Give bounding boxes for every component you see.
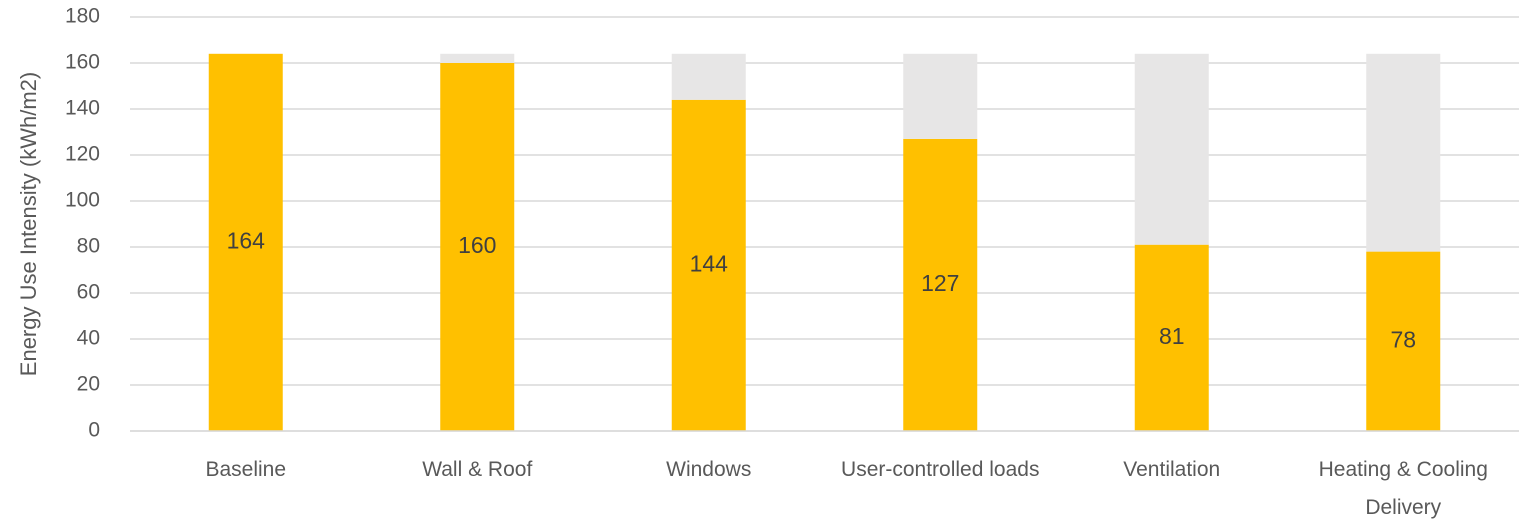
data-label: 164 [227, 227, 266, 253]
data-label: 78 [1390, 326, 1416, 352]
y-tick-label: 60 [77, 281, 100, 304]
y-tick-label: 0 [88, 419, 100, 442]
bar-segment [1134, 244, 1209, 431]
data-label: 160 [458, 232, 496, 258]
y-tick-label: 140 [65, 97, 100, 120]
bar-segment [671, 99, 746, 432]
y-tick-label: 180 [65, 5, 100, 28]
y-tick-label: 120 [65, 143, 100, 166]
y-tick-label: 100 [65, 189, 100, 212]
bar-segment [208, 53, 283, 432]
bar-segment [440, 53, 515, 63]
x-tick-label: Ventilation [1123, 458, 1221, 481]
bar-segment [903, 138, 978, 431]
bar-segment [1366, 251, 1441, 431]
data-label: 127 [921, 270, 959, 296]
data-label: 81 [1159, 323, 1185, 349]
y-tick-label: 40 [77, 327, 100, 350]
x-tick-label: Heating & Cooling Delivery [1318, 458, 1488, 519]
bar-segment [671, 53, 746, 100]
bar-segment [440, 63, 515, 431]
x-tick-label: Baseline [205, 458, 287, 481]
bar-segment [1366, 53, 1441, 252]
x-tick-label: Wall & Roof [422, 458, 533, 481]
x-tick-label: Windows [666, 458, 752, 481]
y-tick-label: 160 [65, 51, 100, 74]
y-tick-label: 20 [77, 373, 100, 396]
y-tick-label: 80 [77, 235, 100, 258]
x-tick-label: User-controlled loads [841, 458, 1040, 481]
y-axis-label: Energy Use Intensity (kWh/m2) [16, 72, 41, 376]
bar-segment [903, 53, 978, 139]
data-label: 144 [690, 250, 729, 276]
bar-segment [1134, 53, 1209, 245]
